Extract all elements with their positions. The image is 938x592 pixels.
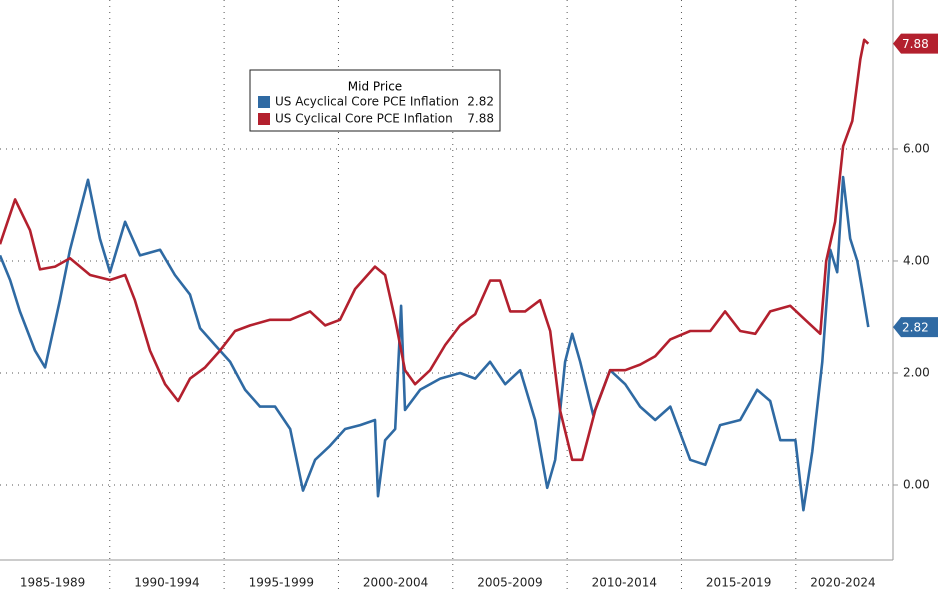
x-tick-label: 2005-2009 bbox=[477, 576, 542, 590]
legend-swatch bbox=[258, 113, 270, 125]
legend-value: 2.82 bbox=[467, 95, 494, 109]
x-tick-label: 2015-2019 bbox=[706, 576, 771, 590]
last-value-tag bbox=[893, 33, 938, 54]
y-tick-label: 0.00 bbox=[903, 477, 930, 491]
y-tick-label: 4.00 bbox=[903, 253, 930, 267]
x-tick-label: 2010-2014 bbox=[592, 576, 657, 590]
last-value-tag bbox=[893, 317, 938, 338]
last-value-label: 7.88 bbox=[902, 37, 929, 51]
legend-box bbox=[249, 69, 501, 132]
series-line bbox=[0, 175, 870, 512]
x-tick-label: 1985-1989 bbox=[20, 576, 85, 590]
legend-title: Mid Price bbox=[348, 80, 402, 94]
series-line bbox=[0, 38, 870, 462]
x-tick-label: 2000-2004 bbox=[363, 576, 428, 590]
legend-label: US Acyclical Core PCE Inflation bbox=[275, 95, 459, 109]
legend: Mid Price bbox=[249, 69, 501, 132]
x-tick-label: 2020-2024 bbox=[810, 576, 875, 590]
x-tick-label: 1995-1999 bbox=[249, 576, 314, 590]
legend-label: US Cyclical Core PCE Inflation bbox=[275, 112, 453, 126]
last-value-label: 2.82 bbox=[902, 321, 929, 335]
legend-value: 7.88 bbox=[467, 112, 494, 126]
x-tick-label: 1990-1994 bbox=[134, 576, 199, 590]
y-tick-label: 6.00 bbox=[903, 141, 930, 155]
y-tick-label: 2.00 bbox=[903, 365, 930, 379]
legend-swatch bbox=[258, 96, 270, 108]
